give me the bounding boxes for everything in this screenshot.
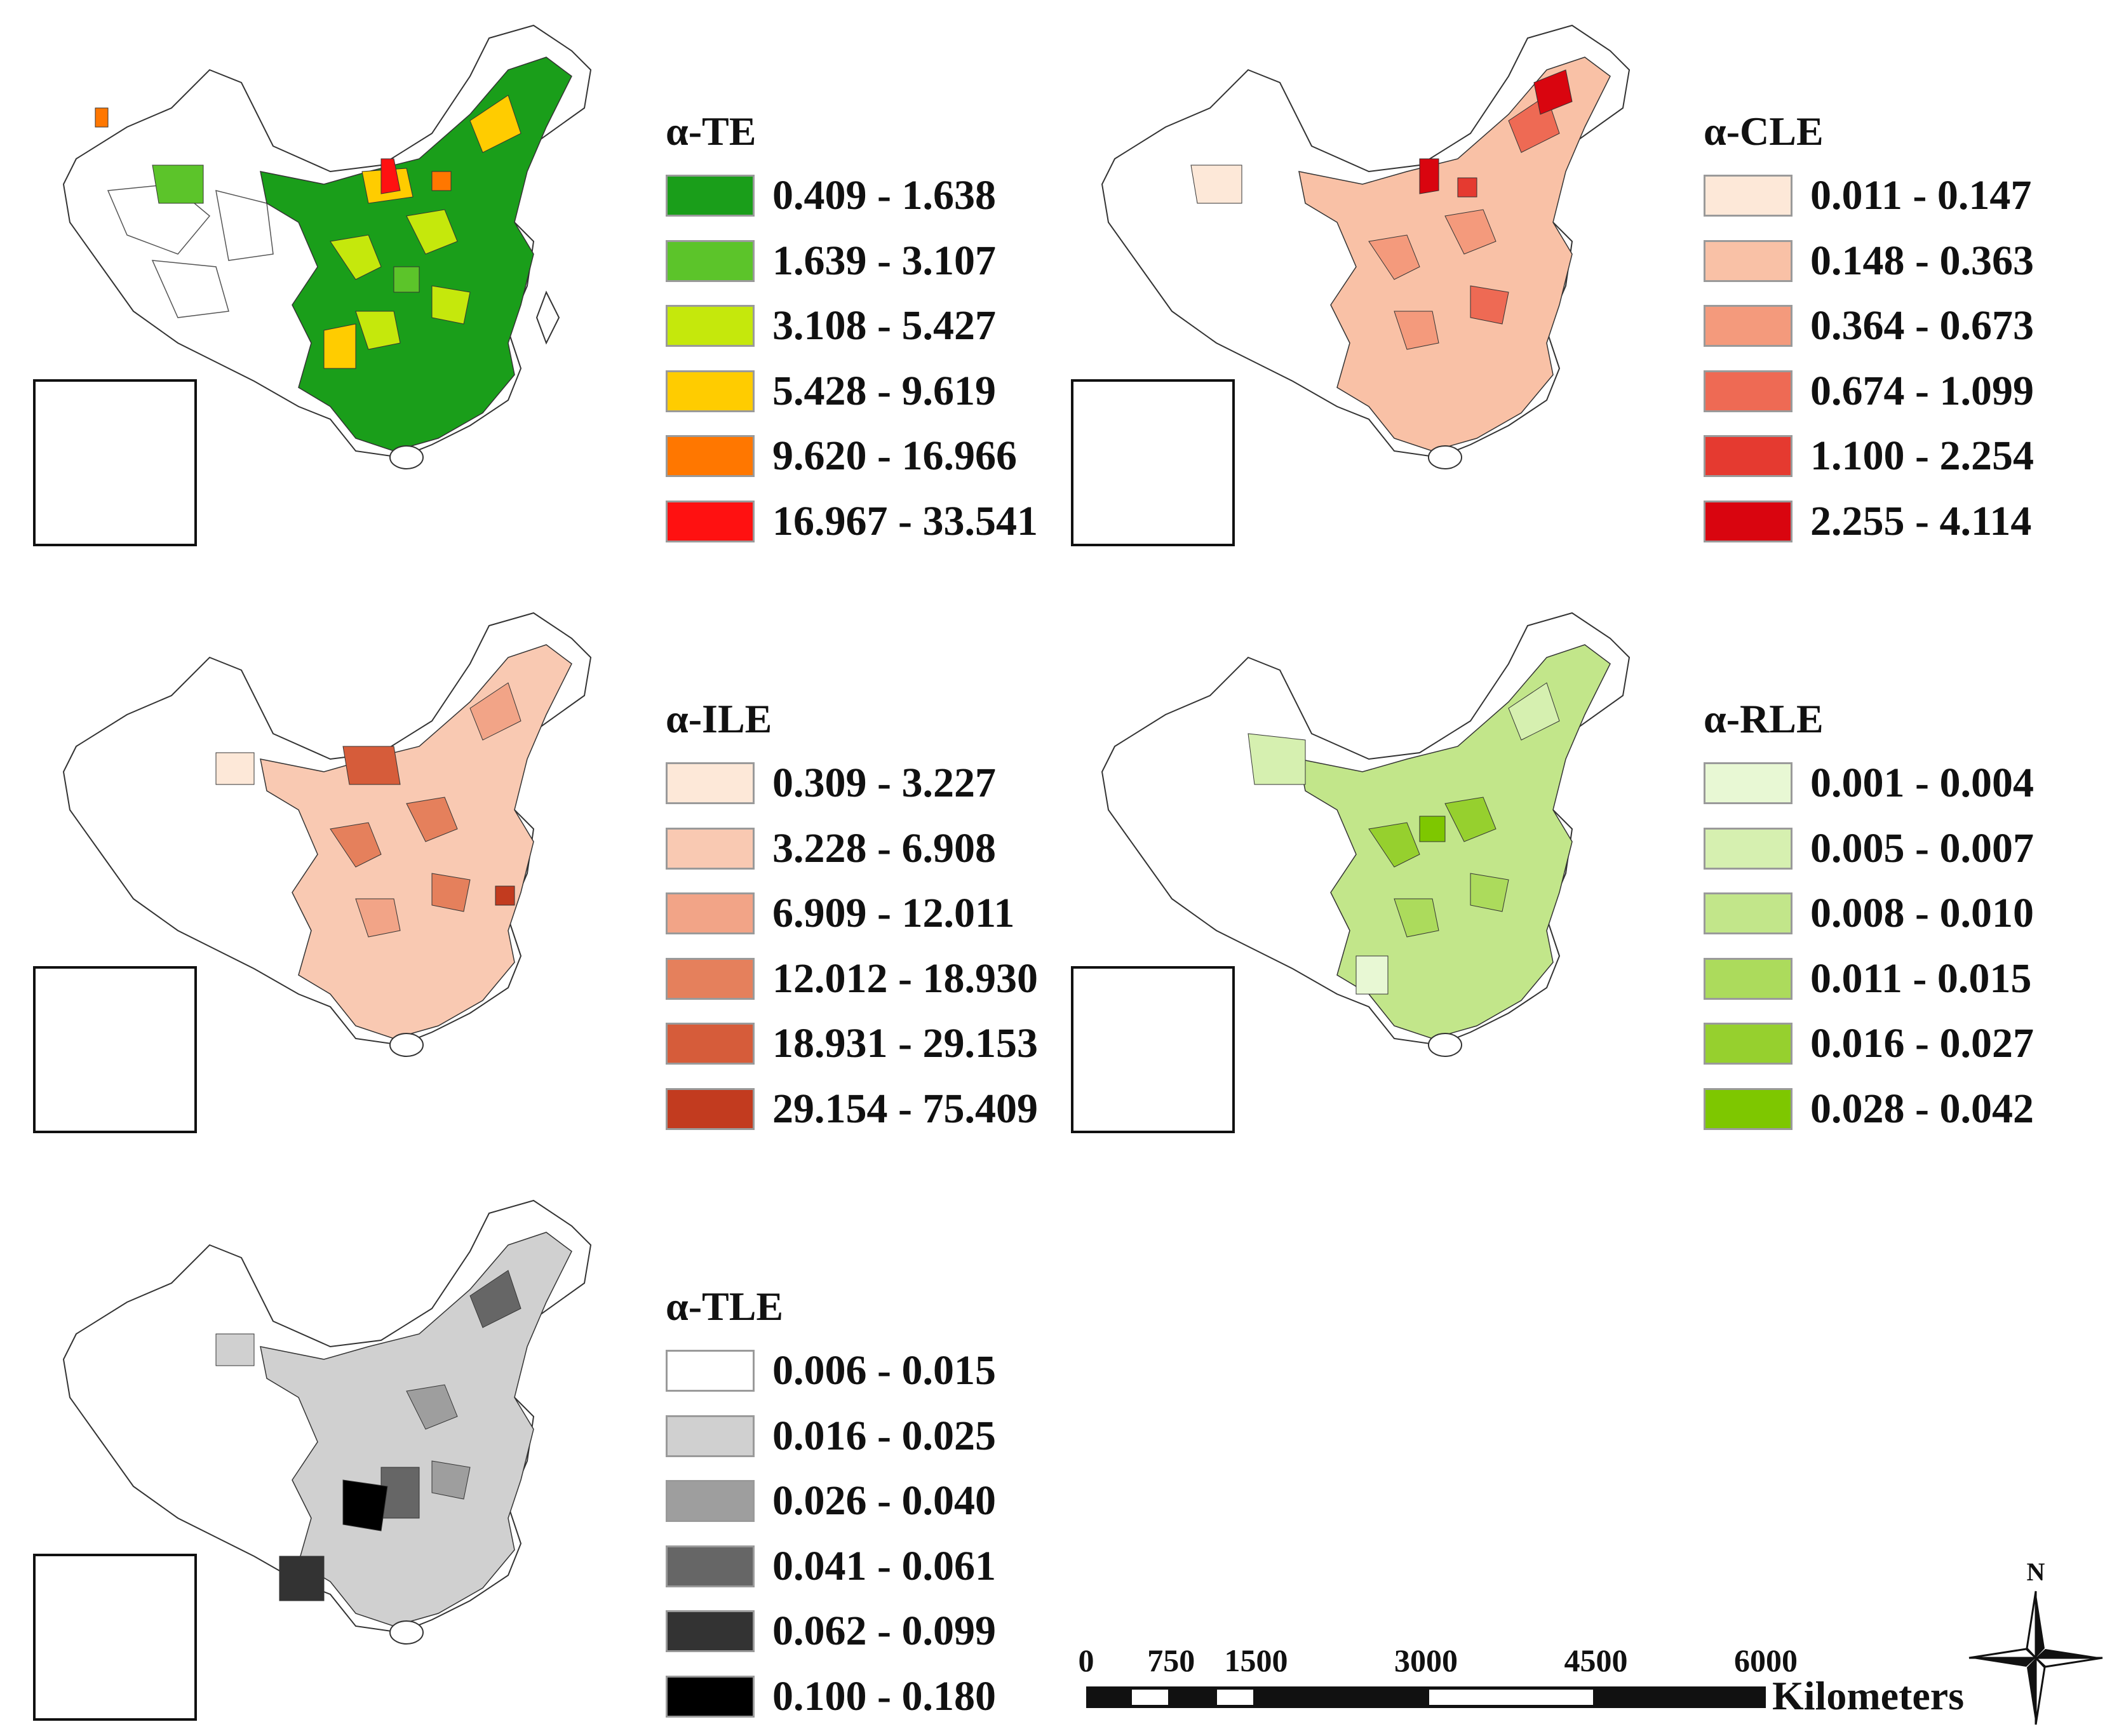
map-ile [25, 600, 622, 1134]
legend-swatch [666, 1350, 755, 1392]
inset-south-china-sea [1071, 379, 1235, 546]
legend-range: 0.016 - 0.025 [772, 1413, 996, 1459]
legend-swatch [1704, 305, 1793, 347]
legend-swatch [1704, 240, 1793, 282]
legend-swatch [666, 175, 755, 217]
scale-segment [1596, 1686, 1766, 1708]
legend-range: 0.011 - 0.147 [1810, 172, 2032, 219]
legend-range: 0.674 - 1.099 [1810, 368, 2034, 414]
legend-range: 12.012 - 18.930 [772, 955, 1038, 1002]
legend-swatch [666, 892, 755, 934]
compass-icon: N [1968, 1558, 2103, 1725]
legend-swatch [666, 958, 755, 1000]
scale-unit-label: Kilometers [1772, 1673, 1965, 1718]
legend-range: 1.639 - 3.107 [772, 238, 996, 284]
legend-range: 0.026 - 0.040 [772, 1477, 996, 1524]
legend-range: 18.931 - 29.153 [772, 1020, 1038, 1066]
legend-title-rle: α-RLE [1704, 696, 1824, 741]
legend-swatch [666, 1023, 755, 1065]
legend-swatch [666, 501, 755, 542]
legend-swatch [666, 370, 755, 412]
inset-south-china-sea [33, 379, 197, 546]
legend-range: 29.154 - 75.409 [772, 1086, 1038, 1132]
north-arrow: N [1966, 1556, 2106, 1728]
legend-range: 0.006 - 0.015 [772, 1347, 996, 1394]
scale-segment [1213, 1686, 1256, 1708]
legend-range: 0.008 - 0.010 [1810, 890, 2034, 936]
legend-range: 16.967 - 33.541 [772, 498, 1038, 544]
legend-title-te: α-TE [666, 109, 757, 154]
legend-swatch [666, 240, 755, 282]
legend-range: 0.011 - 0.015 [1810, 955, 2032, 1002]
legend-title-ile: α-ILE [666, 696, 772, 741]
scale-tick-label: 1500 [1224, 1643, 1288, 1678]
legend-title-tle: α-TLE [666, 1284, 784, 1329]
legend-range: 0.309 - 3.227 [772, 760, 996, 806]
north-label: N [2027, 1558, 2045, 1586]
legend-swatch [1704, 762, 1793, 804]
scale-tick-label: 750 [1147, 1643, 1195, 1678]
legend-range: 5.428 - 9.619 [772, 368, 996, 414]
legend-swatch [666, 762, 755, 804]
map-tle [25, 1188, 622, 1721]
legend-range: 0.001 - 0.004 [1810, 760, 2034, 806]
legend-swatch [1704, 1088, 1793, 1130]
legend-range: 3.228 - 6.908 [772, 825, 996, 871]
scale-segment [1426, 1686, 1596, 1708]
legend-swatch [666, 1545, 755, 1587]
legend-swatch [666, 1610, 755, 1652]
scale-tick-label: 0 [1078, 1643, 1094, 1678]
legend-range: 0.028 - 0.042 [1810, 1086, 2034, 1132]
legend-range: 0.016 - 0.027 [1810, 1020, 2034, 1066]
scale-segment [1086, 1686, 1129, 1708]
legend-range: 0.062 - 0.099 [772, 1608, 996, 1654]
legend-swatch [666, 1676, 755, 1718]
scale-segment [1128, 1686, 1171, 1708]
inset-south-china-sea [33, 966, 197, 1133]
legend-range: 9.620 - 16.966 [772, 433, 1017, 479]
inset-south-china-sea [33, 1554, 197, 1721]
legend-swatch [666, 1415, 755, 1457]
legend-swatch [1704, 501, 1793, 542]
legend-range: 0.148 - 0.363 [1810, 238, 2034, 284]
scale-tick-label: 3000 [1394, 1643, 1458, 1678]
map-ile-svg [62, 612, 592, 1057]
legend-swatch [1704, 175, 1793, 217]
legend-swatch [666, 1480, 755, 1522]
legend-range: 0.409 - 1.638 [772, 172, 996, 219]
legend-range: 0.041 - 0.061 [772, 1543, 996, 1589]
legend-range: 0.100 - 0.180 [772, 1673, 996, 1719]
legend-swatch [1704, 828, 1793, 870]
legend-swatch [666, 435, 755, 477]
legend-swatch [666, 305, 755, 347]
map-cle [1064, 13, 1661, 546]
legend-swatch [1704, 370, 1793, 412]
scale-tick-label: 4500 [1564, 1643, 1628, 1678]
map-te [25, 13, 622, 546]
legend-swatch [1704, 892, 1793, 934]
scale-tick-label: 6000 [1734, 1643, 1798, 1678]
legend-range: 0.364 - 0.673 [1810, 302, 2034, 349]
inset-south-china-sea [1071, 966, 1235, 1133]
map-te-svg [62, 24, 592, 469]
map-rle-svg [1101, 612, 1631, 1057]
legend-range: 1.100 - 2.254 [1810, 433, 2034, 479]
legend-swatch [1704, 435, 1793, 477]
scale-bar: 0 750 1500 3000 4500 6000 Kilometers [1078, 1642, 2001, 1731]
scale-segment [1256, 1686, 1426, 1708]
legend-title-cle: α-CLE [1704, 109, 1824, 154]
map-rle [1064, 600, 1661, 1134]
legend-swatch [1704, 958, 1793, 1000]
map-tle-svg [62, 1199, 592, 1645]
scale-segment [1171, 1686, 1214, 1708]
map-cle-svg [1101, 24, 1631, 469]
legend-range: 0.005 - 0.007 [1810, 825, 2034, 871]
legend-swatch [666, 828, 755, 870]
legend-range: 2.255 - 4.114 [1810, 498, 2032, 544]
legend-range: 6.909 - 12.011 [772, 890, 1015, 936]
legend-range: 3.108 - 5.427 [772, 302, 996, 349]
legend-swatch [666, 1088, 755, 1130]
legend-swatch [1704, 1023, 1793, 1065]
